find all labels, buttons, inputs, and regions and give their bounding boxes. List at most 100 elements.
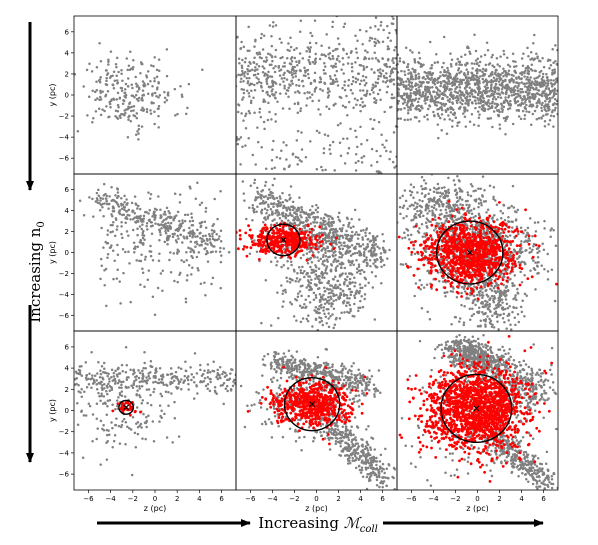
gas-point: [347, 78, 351, 82]
gas-point: [288, 62, 292, 65]
gas-point: [190, 273, 193, 276]
gas-point: [376, 81, 380, 85]
gas-point: [334, 65, 338, 68]
gas-point: [528, 78, 532, 82]
gas-point: [91, 89, 94, 92]
gas-point: [117, 205, 121, 208]
gas-point: [364, 231, 367, 234]
gas-point: [526, 46, 529, 50]
gas-point: [127, 85, 130, 88]
gas-point: [376, 245, 379, 248]
row-axis-label: Increasing n0: [26, 221, 47, 323]
gas-point: [298, 290, 302, 293]
gas-point: [175, 214, 178, 217]
gas-point: [549, 91, 553, 94]
gas-point: [177, 250, 181, 253]
gas-point: [325, 265, 329, 268]
gas-point: [164, 227, 167, 230]
gas-point: [335, 293, 338, 297]
gas-point: [146, 82, 150, 86]
gas-point: [373, 118, 376, 122]
y-tick-label: −4: [59, 291, 70, 299]
gas-point: [115, 277, 119, 280]
gas-point: [379, 75, 383, 78]
gas-point: [274, 96, 277, 100]
gas-point: [378, 247, 381, 250]
gas-point: [257, 78, 260, 81]
gas-point: [370, 88, 374, 92]
gas-point: [271, 183, 275, 187]
gas-point: [536, 256, 540, 259]
gas-point: [459, 105, 462, 109]
gas-point: [424, 85, 427, 89]
gas-point: [338, 227, 342, 231]
gas-point: [212, 229, 216, 233]
gas-point: [521, 98, 524, 101]
gas-point: [112, 86, 116, 90]
gas-point: [353, 296, 357, 300]
gas-point: [465, 102, 468, 105]
gas-point: [280, 41, 283, 44]
gas-point: [538, 100, 541, 103]
gas-point: [529, 81, 533, 85]
star-forming-point: [258, 241, 262, 245]
gas-point: [323, 312, 326, 316]
gas-point: [394, 57, 397, 60]
gas-point: [266, 209, 269, 212]
gas-point: [501, 91, 505, 95]
gas-point: [341, 272, 344, 275]
gas-point: [417, 72, 420, 76]
gas-point: [318, 281, 322, 285]
gas-point: [371, 286, 375, 289]
gas-point: [134, 202, 137, 205]
gas-point: [540, 77, 544, 81]
gas-point: [354, 281, 357, 285]
gas-point: [107, 115, 110, 119]
gas-point: [456, 57, 459, 61]
gas-point: [136, 90, 139, 93]
gas-point: [479, 319, 483, 323]
gas-point: [102, 246, 105, 249]
gas-point: [112, 277, 115, 281]
gas-point: [306, 46, 310, 49]
gas-point: [219, 260, 223, 264]
gas-point: [314, 306, 318, 309]
gas-point: [305, 317, 309, 321]
gas-point: [257, 80, 261, 84]
gas-point: [275, 263, 278, 267]
gas-point: [125, 108, 128, 111]
gas-point: [273, 166, 276, 170]
gas-point: [260, 56, 263, 60]
gas-point: [555, 77, 558, 81]
gas-point: [466, 109, 469, 112]
gas-point: [458, 71, 461, 75]
gas-point: [497, 95, 500, 99]
gas-point: [253, 111, 256, 115]
gas-point: [146, 278, 150, 281]
gas-point: [251, 219, 254, 222]
gas-point: [116, 103, 120, 107]
gas-point: [285, 276, 288, 280]
gas-point: [291, 200, 295, 204]
gas-point: [178, 201, 182, 204]
gas-point: [358, 218, 361, 221]
gas-point: [141, 80, 145, 83]
star-forming-point: [276, 228, 280, 232]
gas-point: [452, 108, 455, 112]
gas-point: [272, 139, 275, 143]
gas-point: [331, 20, 335, 24]
gas-point: [416, 210, 419, 213]
gas-point: [417, 97, 421, 101]
gas-point: [533, 77, 536, 80]
gas-point: [511, 282, 514, 285]
gas-point: [374, 25, 377, 28]
gas-point: [409, 118, 412, 121]
gas-point: [327, 218, 331, 221]
gas-point: [358, 269, 362, 272]
gas-point: [158, 94, 162, 97]
gas-point: [242, 45, 246, 49]
gas-point: [103, 109, 106, 113]
gas-point: [319, 113, 322, 116]
gas-point: [123, 91, 126, 95]
gas-point: [409, 265, 412, 269]
